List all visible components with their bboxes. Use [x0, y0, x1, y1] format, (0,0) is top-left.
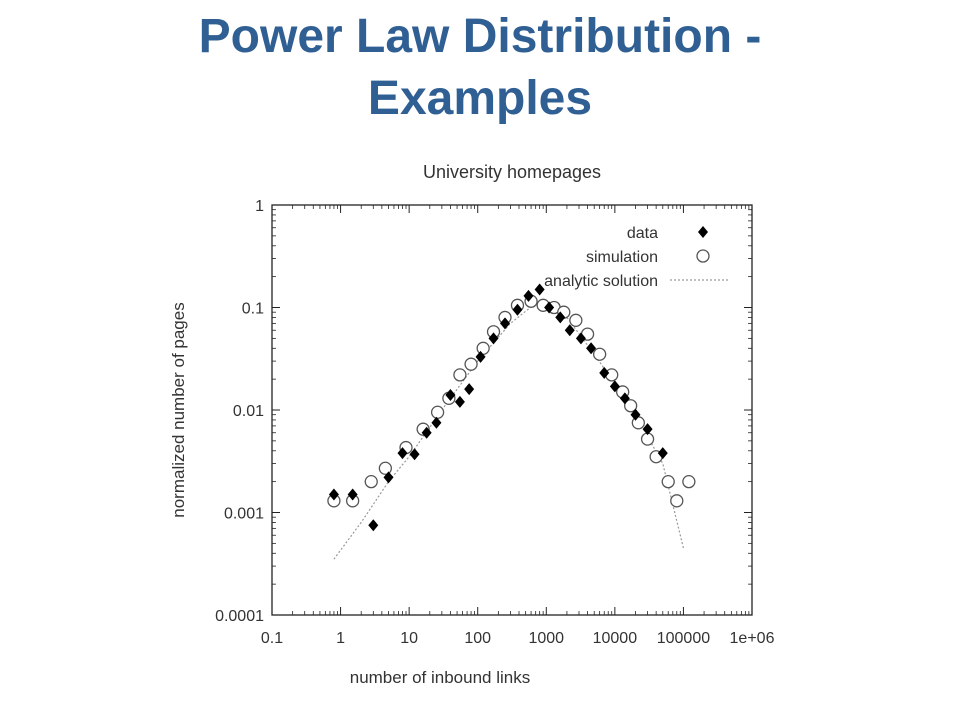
- simulation-point: [453, 368, 467, 382]
- data-point: [409, 448, 420, 461]
- x-tick-label: 10000: [593, 630, 638, 647]
- data-point: [368, 519, 379, 532]
- data-point: [609, 380, 620, 393]
- legend-marker-simulation: [696, 249, 710, 263]
- data-point: [630, 408, 641, 421]
- data-point: [347, 488, 358, 501]
- data-point: [642, 423, 653, 436]
- simulation-point: [378, 461, 393, 475]
- data-point: [657, 447, 668, 460]
- y-axis-label: normalized number of pages: [169, 302, 188, 517]
- legend-marker-data: [698, 226, 708, 238]
- simulation-point: [569, 313, 583, 327]
- data-point: [512, 303, 523, 316]
- data-point: [464, 383, 475, 396]
- data-point: [564, 324, 575, 337]
- simulation-point: [670, 494, 684, 508]
- y-tick-label: 0.0001: [215, 608, 264, 625]
- simulation-point: [476, 341, 490, 355]
- simulation-point: [364, 474, 378, 489]
- data-point: [454, 395, 465, 408]
- simulation-point: [682, 474, 696, 489]
- data-point: [534, 283, 545, 296]
- simulation-point: [592, 347, 607, 361]
- simulation-point: [624, 399, 638, 413]
- x-tick-label: 10: [400, 630, 418, 647]
- x-tick-label: 1: [336, 630, 345, 647]
- data-point: [475, 350, 486, 363]
- analytic-solution-line: [333, 300, 684, 560]
- y-tick-label: 0.001: [224, 506, 264, 523]
- x-tick-label: 1e+06: [730, 630, 775, 647]
- legend-label: analytic solution: [544, 273, 658, 290]
- data-point: [328, 488, 339, 501]
- plot-frame: [271, 204, 753, 616]
- data-point: [599, 366, 610, 379]
- data-point: [555, 311, 566, 324]
- data-point: [544, 301, 555, 314]
- x-axis-label: number of inbound links: [350, 668, 531, 687]
- x-tick-label: 100: [464, 630, 491, 647]
- legend-label: simulation: [586, 249, 658, 266]
- data-point: [488, 332, 499, 345]
- data-point: [523, 289, 534, 302]
- data-point: [421, 426, 432, 439]
- simulation-point: [464, 357, 478, 371]
- chart-title: University homepages: [423, 162, 601, 182]
- legend-label: data: [627, 225, 658, 242]
- y-tick-label: 0.1: [242, 301, 264, 318]
- slide-title-line2: Examples: [367, 72, 593, 125]
- x-tick-label: 1000: [528, 630, 564, 647]
- y-tick-label: 1: [255, 198, 264, 215]
- data-point: [397, 447, 408, 460]
- data-point: [619, 392, 630, 405]
- data-point: [445, 389, 456, 402]
- x-tick-label: 0.1: [261, 630, 283, 647]
- data-point: [500, 317, 511, 330]
- slide-title-line1: Power Law Distribution -: [198, 10, 762, 63]
- data-point: [383, 471, 394, 484]
- y-tick-label: 0.01: [233, 403, 264, 420]
- data-point: [586, 342, 597, 355]
- simulation-point: [430, 405, 445, 419]
- simulation-point: [661, 474, 675, 489]
- data-point: [575, 332, 586, 345]
- slide-title: Power Law Distribution - Examples: [80, 6, 880, 130]
- x-tick-label: 100000: [657, 630, 710, 647]
- data-point: [431, 416, 442, 429]
